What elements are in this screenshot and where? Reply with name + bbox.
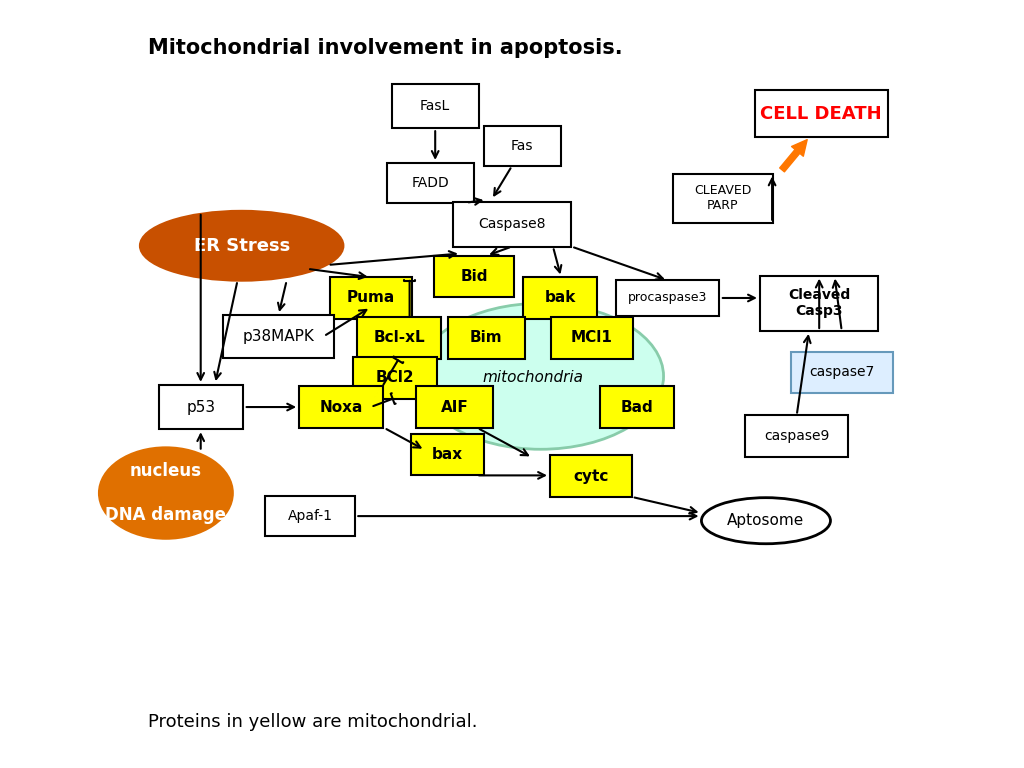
Text: AIF: AIF [440, 399, 469, 415]
Text: Cleaved
Casp3: Cleaved Casp3 [788, 288, 850, 319]
Text: nucleus

DNA damage: nucleus DNA damage [105, 462, 226, 525]
Text: CLEAVED
PARP: CLEAVED PARP [694, 184, 752, 212]
Text: p53: p53 [186, 399, 215, 415]
Text: BCl2: BCl2 [376, 370, 415, 386]
FancyBboxPatch shape [434, 256, 514, 297]
Ellipse shape [701, 498, 830, 544]
FancyBboxPatch shape [449, 317, 524, 359]
Text: FADD: FADD [412, 176, 449, 190]
FancyBboxPatch shape [550, 455, 632, 497]
FancyBboxPatch shape [416, 386, 494, 428]
FancyBboxPatch shape [745, 415, 848, 457]
Text: FasL: FasL [420, 99, 451, 113]
Text: bax: bax [432, 447, 463, 462]
Text: mitochondria: mitochondria [482, 370, 583, 386]
FancyBboxPatch shape [673, 174, 773, 223]
Text: Bcl-xL: Bcl-xL [374, 330, 425, 346]
FancyBboxPatch shape [760, 276, 879, 331]
Text: Bim: Bim [470, 330, 503, 346]
FancyBboxPatch shape [755, 90, 888, 137]
Text: Bid: Bid [461, 269, 487, 284]
Text: caspase7: caspase7 [809, 366, 874, 379]
FancyBboxPatch shape [353, 357, 437, 399]
FancyBboxPatch shape [551, 317, 633, 359]
FancyBboxPatch shape [223, 315, 334, 358]
Text: cytc: cytc [573, 468, 608, 484]
Text: Apaf-1: Apaf-1 [288, 509, 333, 523]
FancyBboxPatch shape [330, 277, 412, 319]
FancyBboxPatch shape [357, 317, 441, 359]
FancyBboxPatch shape [616, 280, 719, 316]
FancyBboxPatch shape [265, 496, 355, 536]
Text: MCl1: MCl1 [571, 330, 612, 346]
Text: Caspase8: Caspase8 [478, 217, 546, 231]
FancyBboxPatch shape [387, 163, 473, 203]
FancyBboxPatch shape [791, 352, 893, 393]
FancyBboxPatch shape [159, 385, 243, 429]
Text: Fas: Fas [511, 139, 534, 153]
FancyBboxPatch shape [411, 434, 484, 475]
FancyBboxPatch shape [299, 386, 383, 428]
Ellipse shape [418, 303, 664, 449]
FancyBboxPatch shape [453, 202, 571, 247]
Text: Bad: Bad [621, 399, 653, 415]
Text: ER Stress: ER Stress [194, 237, 290, 255]
FancyBboxPatch shape [484, 126, 561, 166]
Text: Proteins in yellow are mitochondrial.: Proteins in yellow are mitochondrial. [148, 713, 478, 731]
Text: procaspase3: procaspase3 [628, 292, 708, 304]
Text: Noxa: Noxa [319, 399, 362, 415]
Ellipse shape [140, 211, 343, 280]
Text: Mitochondrial involvement in apoptosis.: Mitochondrial involvement in apoptosis. [148, 38, 624, 58]
Text: caspase9: caspase9 [764, 429, 829, 443]
FancyBboxPatch shape [523, 277, 597, 319]
FancyBboxPatch shape [600, 386, 674, 428]
FancyBboxPatch shape [391, 84, 479, 128]
Text: p38MAPK: p38MAPK [243, 329, 314, 344]
Text: Puma: Puma [346, 290, 395, 306]
Text: Aptosome: Aptosome [727, 513, 805, 528]
Text: bak: bak [545, 290, 575, 306]
Ellipse shape [99, 448, 232, 538]
Text: CELL DEATH: CELL DEATH [761, 104, 882, 123]
